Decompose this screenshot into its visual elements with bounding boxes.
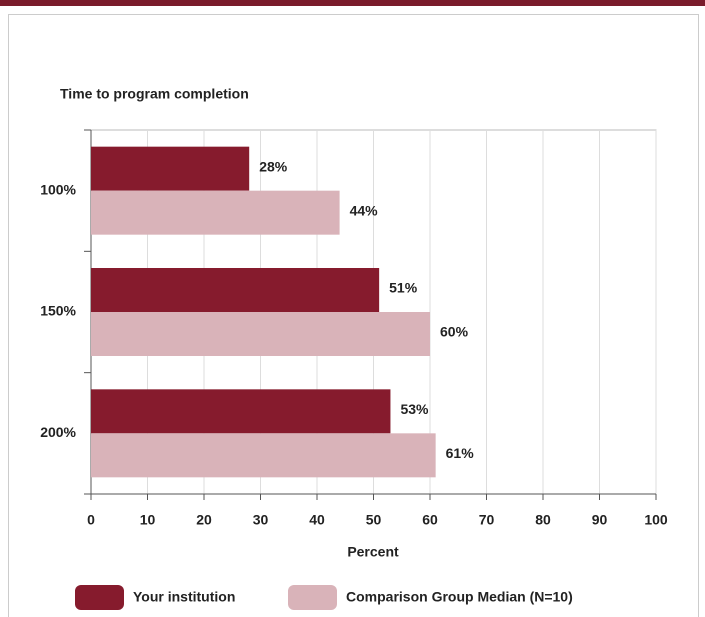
x-axis-label: Percent xyxy=(347,544,399,560)
chart-title: Time to program completion xyxy=(60,86,249,102)
legend-swatch xyxy=(75,585,124,610)
legend-label: Comparison Group Median (N=10) xyxy=(346,589,573,605)
x-tick-label: 50 xyxy=(366,512,382,528)
bar xyxy=(91,312,430,356)
legend-swatch xyxy=(288,585,337,610)
value-label: 60% xyxy=(440,324,469,340)
value-label: 61% xyxy=(446,445,475,461)
x-tick-label: 40 xyxy=(309,512,325,528)
x-tick-label: 70 xyxy=(479,512,495,528)
bar xyxy=(91,190,340,235)
value-label: 51% xyxy=(389,280,418,296)
legend-label: Your institution xyxy=(133,589,235,605)
x-tick-label: 100 xyxy=(644,512,668,528)
x-tick-label: 0 xyxy=(87,512,95,528)
y-tick-label: 150% xyxy=(40,303,76,319)
x-tick-label: 30 xyxy=(253,512,269,528)
x-tick-label: 60 xyxy=(422,512,438,528)
x-tick-label: 80 xyxy=(535,512,551,528)
x-tick-label: 10 xyxy=(140,512,156,528)
value-label: 53% xyxy=(400,401,429,417)
bar xyxy=(91,433,436,478)
top-stripe xyxy=(0,0,705,6)
bar xyxy=(91,268,380,312)
bar xyxy=(91,146,250,191)
y-tick-label: 200% xyxy=(40,424,76,440)
bar xyxy=(91,389,391,434)
x-tick-label: 90 xyxy=(592,512,608,528)
value-label: 44% xyxy=(350,202,379,218)
value-label: 28% xyxy=(259,158,288,174)
y-tick-label: 100% xyxy=(40,181,76,197)
x-tick-label: 20 xyxy=(196,512,212,528)
